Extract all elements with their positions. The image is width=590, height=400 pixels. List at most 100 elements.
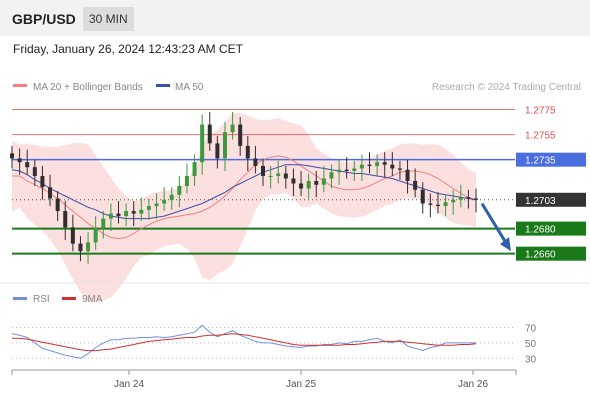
candle-body [184, 175, 189, 186]
candle-body [337, 169, 342, 173]
ma20-legend-label: MA 20 + Bollinger Bands [33, 82, 143, 93]
candle-body [222, 132, 227, 159]
x-tick-label: Jan 25 [286, 379, 316, 390]
candle-body [474, 198, 478, 200]
candle-body [10, 153, 14, 159]
candle-body [405, 169, 410, 181]
candle-body [70, 227, 75, 244]
candle-body [169, 194, 174, 200]
rsi-guide-label: 50 [525, 339, 537, 350]
candle-body [192, 162, 197, 176]
candle-body [154, 203, 159, 207]
candle-body [48, 187, 53, 199]
x-axis-ticks: Jan 24 Jan 25 Jan 26 [11, 370, 517, 390]
candle-body [276, 173, 281, 176]
current-level-tag [516, 192, 586, 207]
candle-body [306, 180, 311, 189]
candle-body [253, 158, 258, 166]
current-level-label: 1.2703 [525, 196, 556, 207]
rsi-ma-legend-swatch [62, 297, 76, 300]
bollinger-band-area [12, 113, 476, 303]
candle-body [86, 242, 91, 252]
candle-body [428, 203, 433, 205]
level-labels-layer: 1.2775 1.2755 1.2735 1.2703 1.2680 1.2660 [516, 106, 586, 261]
support-level-tag [516, 221, 586, 236]
candle-body [367, 164, 372, 166]
rsi-panel: 70 50 30 [11, 324, 537, 365]
candle-body [451, 199, 456, 203]
candle-body [413, 180, 418, 190]
candle-body [390, 164, 395, 169]
ma20-legend-swatch [13, 84, 27, 87]
pivot-level-label: 1.2735 [525, 156, 556, 167]
candle-body [359, 164, 364, 169]
bollinger-band-layer [12, 113, 476, 303]
support-level-tag [516, 246, 586, 261]
candle-body [101, 218, 106, 229]
candle-body [116, 213, 121, 217]
support-level-label: 1.2660 [525, 250, 556, 261]
rsi-legend-swatch [13, 297, 27, 300]
pivot-level-tag [516, 152, 586, 167]
candle-body [261, 165, 266, 176]
candle-body [329, 172, 334, 179]
chart-header: GBP/USD 30 MIN [0, 0, 590, 36]
forecast-arrow-shaft [480, 202, 510, 247]
candle-body [458, 197, 463, 200]
candle-body [93, 228, 98, 243]
candle-body [321, 178, 326, 185]
candle-body [352, 168, 357, 171]
candle-body [375, 162, 380, 166]
candle-body [55, 198, 60, 212]
resistance-level-label: 1.2775 [525, 106, 556, 117]
rsi-ma-line [12, 333, 477, 352]
rsi-line [11, 324, 476, 359]
candle-body [207, 124, 212, 144]
candle-body [443, 202, 448, 207]
rsi-guide-label: 70 [525, 324, 537, 335]
rsi-ma-legend-label: 9MA [82, 294, 103, 305]
candle-body [435, 204, 440, 207]
source-credit: Research © 2024 Trading Central [432, 82, 581, 93]
support-level-label: 1.2680 [525, 225, 556, 236]
ma50-line [11, 164, 477, 220]
candlestick-layer [10, 112, 478, 264]
candle-body [200, 124, 205, 163]
candle-body [32, 167, 37, 176]
ma20-line [12, 155, 477, 240]
candle-body [146, 206, 151, 210]
candle-body [344, 169, 349, 171]
x-tick-label: Jan 24 [114, 379, 144, 390]
rsi-legend-label: RSI [33, 294, 50, 305]
candle-body [230, 124, 235, 133]
candle-body [268, 175, 273, 177]
candle-body [382, 162, 387, 165]
ma50-legend-swatch [156, 84, 170, 87]
currency-pair-title: GBP/USD [12, 11, 76, 27]
candle-body [215, 143, 220, 159]
candle-body [63, 211, 68, 228]
candle-body [25, 162, 30, 168]
candle-body [108, 213, 113, 219]
candle-body [283, 173, 288, 179]
chart-timestamp: Friday, January 26, 2024 12:43:23 AM CET [13, 42, 243, 56]
forecast-arrow-head [500, 237, 511, 252]
forecast-arrow-layer [480, 202, 511, 252]
candle-body [291, 178, 296, 184]
candle-body [397, 168, 402, 170]
candle-body [17, 158, 22, 163]
candle-body [245, 145, 250, 159]
candle-body [139, 209, 144, 214]
candle-body [238, 124, 243, 146]
rsi-guide-label: 30 [525, 354, 537, 365]
candle-body [177, 185, 182, 195]
timeframe-badge[interactable]: 30 MIN [83, 7, 134, 31]
candle-body [314, 180, 319, 185]
candle-body [299, 183, 304, 189]
moving-average-layer [11, 155, 477, 240]
ma50-legend-label: MA 50 [175, 82, 204, 93]
candle-body [466, 197, 471, 199]
candle-body [420, 189, 425, 204]
candle-body [78, 243, 83, 252]
